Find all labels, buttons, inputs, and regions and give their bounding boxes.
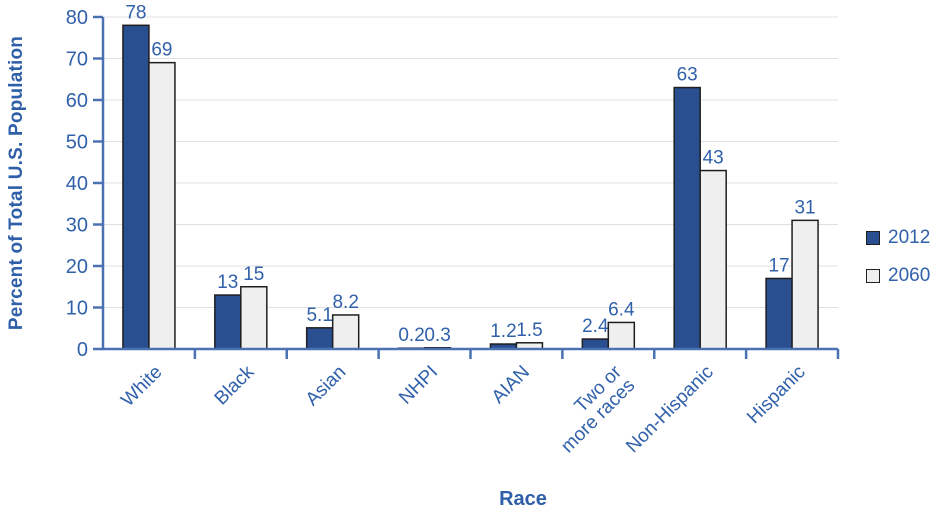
- value-label: 5.1: [306, 305, 332, 326]
- bar-2060-non-hispanic: [699, 169, 727, 350]
- legend-item-2012: 2012: [866, 227, 930, 249]
- legend-label-2060: 2060: [888, 265, 931, 286]
- y-tick-label: 40: [66, 173, 88, 195]
- value-label: 1.2: [490, 321, 516, 342]
- y-axis-title: Percent of Total U.S. Population: [6, 35, 27, 331]
- legend-item-2060: 2060: [866, 265, 930, 287]
- legend-swatch-2012: [866, 231, 880, 245]
- value-label: 78: [125, 2, 146, 23]
- y-tick-label: 70: [66, 49, 88, 71]
- bar-2060-black: [240, 286, 268, 350]
- y-tick-label: 20: [66, 256, 88, 278]
- bar-2012-black: [214, 294, 242, 350]
- value-label: 8.2: [332, 292, 358, 313]
- bar-2060-hispanic: [791, 219, 819, 350]
- y-tick-label: 30: [66, 215, 88, 237]
- bar-2060-white: [148, 61, 176, 350]
- bar-2060-two-or-more-races: [607, 321, 636, 350]
- x-category-label-black: Black: [211, 361, 259, 409]
- bar-2060-asian: [331, 314, 360, 350]
- value-label: 63: [677, 65, 698, 86]
- y-tick-label: 80: [66, 7, 88, 29]
- y-tick-label: 0: [77, 339, 88, 361]
- bar-2012-hispanic: [765, 277, 793, 350]
- value-label: 1.5: [516, 320, 542, 341]
- value-label: 17: [768, 255, 789, 276]
- legend-swatch-2060: [866, 269, 880, 283]
- value-label: 0.2: [398, 325, 424, 346]
- x-category-label-aian: AIAN: [488, 362, 534, 408]
- value-label: 69: [151, 40, 172, 61]
- y-tick-label: 50: [66, 132, 88, 154]
- x-category-label-white: White: [117, 362, 166, 411]
- value-label: 6.4: [608, 299, 635, 320]
- legend-label-2012: 2012: [888, 227, 931, 248]
- legend: 2012 2060: [866, 227, 930, 287]
- value-label: 13: [217, 272, 238, 293]
- value-label: 15: [243, 264, 264, 285]
- bar-2012-white: [122, 24, 150, 350]
- value-label: 0.3: [424, 325, 450, 346]
- x-category-label-non-hispanic: Non-Hispanic: [622, 362, 717, 457]
- value-label: 2.4: [582, 316, 609, 337]
- x-category-label-hispanic: Hispanic: [743, 362, 809, 428]
- bar-2012-two-or-more-races: [581, 338, 610, 350]
- y-tick-label: 60: [66, 90, 88, 112]
- x-category-label-nhpi: NHPI: [395, 362, 442, 409]
- x-category-label-asian: Asian: [302, 362, 350, 410]
- y-tick-label: 10: [66, 298, 88, 320]
- bar-2012-asian: [305, 327, 334, 350]
- value-label: 43: [703, 148, 724, 169]
- bar-2012-non-hispanic: [673, 86, 701, 350]
- x-axis-title: Race: [499, 488, 547, 510]
- value-label: 31: [794, 197, 815, 218]
